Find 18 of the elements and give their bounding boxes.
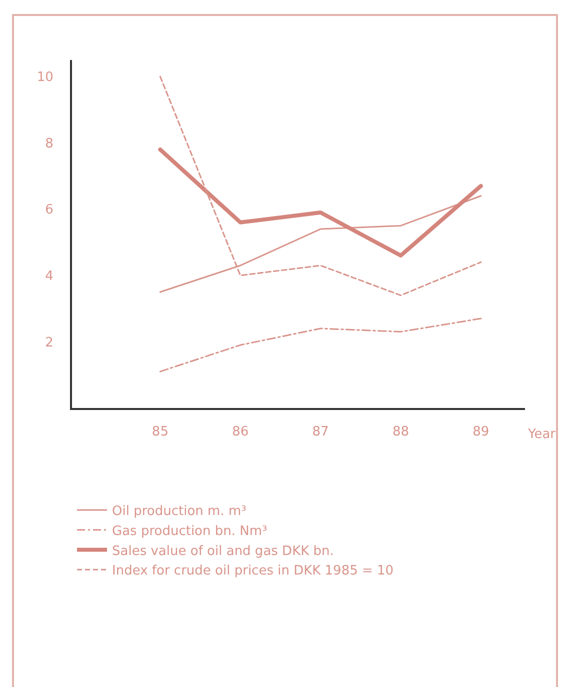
y-tick-label: 2 xyxy=(45,335,54,350)
y-tick-label: 6 xyxy=(45,202,54,218)
line-series xyxy=(159,318,482,372)
legend-label: Index for crude oil prices in DKK 1985 = 10 xyxy=(112,564,394,579)
x-axis-title: Year xyxy=(527,427,556,442)
x-tick-label: 88 xyxy=(392,424,410,440)
legend-label: Sales value of oil and gas DKK bn. xyxy=(112,544,334,559)
x-tick-label: 87 xyxy=(312,424,329,440)
line-series xyxy=(158,147,483,258)
y-tick-label: 10 xyxy=(36,70,54,86)
x-tick-label: 86 xyxy=(232,424,249,440)
y-tick-label: 4 xyxy=(45,268,54,284)
y-tick-label: 8 xyxy=(45,136,54,152)
x-tick-label: 89 xyxy=(472,424,490,440)
legend-label: Oil production m. m³ xyxy=(112,504,246,520)
x-tick-label: 85 xyxy=(152,424,168,440)
legend-label: Gas production bn. Nm³ xyxy=(112,524,268,539)
line-series xyxy=(159,76,482,296)
